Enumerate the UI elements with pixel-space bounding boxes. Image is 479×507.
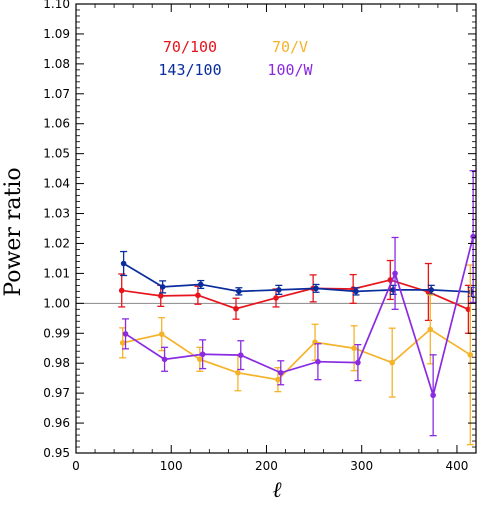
data-point xyxy=(313,285,319,292)
y-tick-label: 1.08 xyxy=(43,57,70,71)
data-point xyxy=(159,284,166,290)
tick-labels: 0.95 0.96 0.97 0.98 0.99 1.00 1.01 1.02 1.03 1.04… xyxy=(43,0,468,473)
data-point xyxy=(119,340,126,346)
data-point xyxy=(315,358,321,365)
y-tick-label: 1.10 xyxy=(43,0,70,11)
data-point xyxy=(120,260,127,267)
data-layer xyxy=(76,170,477,446)
data-point xyxy=(351,345,357,352)
legend-entry-3: 100/W xyxy=(267,61,313,79)
y-axis-label: Power ratio xyxy=(1,167,26,296)
y-tick-label: 1.04 xyxy=(43,177,70,191)
y-tick-label: 0.97 xyxy=(43,386,70,400)
series-line xyxy=(123,262,472,293)
data-point xyxy=(355,359,361,366)
data-point xyxy=(157,293,164,299)
data-point xyxy=(430,392,436,399)
data-point xyxy=(467,352,474,358)
legend: 70/100 143/100 70/V 100/W xyxy=(158,38,313,79)
y-tick-label: 1.02 xyxy=(43,236,70,250)
legend-entry-2: 70/V xyxy=(272,38,308,56)
x-axis-label: ℓ xyxy=(272,478,282,503)
data-point xyxy=(158,331,165,337)
y-tick-label: 1.05 xyxy=(43,147,70,161)
axes-frame xyxy=(75,3,477,454)
data-point xyxy=(277,369,284,376)
data-point xyxy=(276,287,282,293)
data-point xyxy=(389,359,395,366)
data-point xyxy=(470,233,476,240)
data-point xyxy=(237,352,244,358)
data-point xyxy=(197,281,204,288)
y-tick-label: 0.95 xyxy=(43,446,70,460)
data-point xyxy=(235,369,241,376)
series-line xyxy=(121,279,469,311)
y-tick-label: 1.09 xyxy=(43,27,70,41)
y-tick-label: 1.01 xyxy=(43,266,70,280)
y-tick-label: 0.98 xyxy=(43,356,70,370)
series-3 xyxy=(122,170,477,437)
data-point xyxy=(427,326,434,333)
data-point xyxy=(273,295,279,301)
series-line xyxy=(125,236,474,399)
data-point xyxy=(233,305,239,312)
data-point xyxy=(428,287,435,293)
series-0 xyxy=(118,259,472,334)
y-tick-label: 0.96 xyxy=(43,416,70,430)
data-point xyxy=(392,270,398,277)
data-point xyxy=(197,356,203,363)
x-tick-label: 300 xyxy=(350,459,373,473)
data-point xyxy=(195,292,201,299)
axis-ticks xyxy=(75,3,476,454)
series-line xyxy=(122,328,471,381)
legend-entry-0: 70/100 xyxy=(163,38,217,56)
data-point xyxy=(236,288,242,295)
y-tick-label: 1.06 xyxy=(43,117,70,131)
y-tick-label: 1.07 xyxy=(43,87,70,101)
legend-entry-1: 143/100 xyxy=(158,61,221,79)
plot-frame xyxy=(75,3,477,454)
data-point xyxy=(353,288,359,295)
y-tick-label: 1.00 xyxy=(43,296,70,310)
x-tick-label: 100 xyxy=(160,459,183,473)
x-tick-label: 0 xyxy=(72,459,80,473)
data-point xyxy=(199,351,206,358)
data-point xyxy=(122,331,129,337)
x-tick-label: 400 xyxy=(445,459,468,473)
x-tick-label: 200 xyxy=(255,459,278,473)
y-tick-label: 0.99 xyxy=(43,326,70,340)
data-point xyxy=(118,287,125,294)
data-point xyxy=(161,356,168,363)
data-point xyxy=(275,376,281,383)
series-1 xyxy=(120,250,475,298)
y-tick-label: 1.03 xyxy=(43,207,70,221)
